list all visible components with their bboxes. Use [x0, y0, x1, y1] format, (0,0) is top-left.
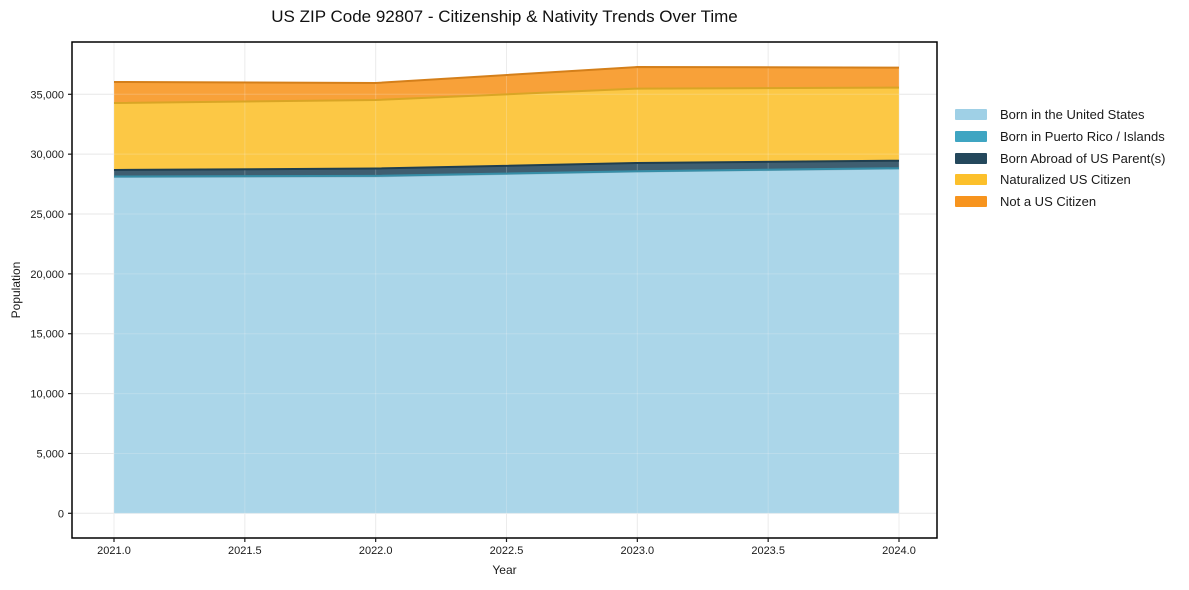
legend: Born in the United States Born in Puerto …	[955, 104, 1165, 212]
legend-label: Born in Puerto Rico / Islands	[1000, 129, 1165, 145]
y-tick-label: 5,000	[36, 448, 64, 460]
boundary-line-born-in-puerto-rico-islands	[113, 167, 900, 178]
boundary-line-not-a-us-citizen	[113, 65, 900, 85]
area-naturalized-us-citizen	[114, 87, 899, 170]
y-tick-label: 0	[58, 508, 64, 520]
chart-title: US ZIP Code 92807 - Citizenship & Nativi…	[271, 7, 738, 26]
legend-label: Born in the United States	[1000, 107, 1145, 123]
legend-item-born-in-the-united-states: Born in the United States	[955, 104, 1165, 126]
y-axis-label: Population	[9, 261, 23, 319]
legend-label: Not a US Citizen	[1000, 194, 1097, 210]
x-tick-label: 2022.0	[359, 545, 393, 557]
legend-swatch	[955, 196, 987, 208]
legend-item-naturalized-us-citizen: Naturalized US Citizen	[955, 169, 1165, 191]
y-tick-label: 15,000	[30, 329, 64, 341]
y-tick-label: 35,000	[30, 89, 64, 101]
legend-item-not-a-us-citizen: Not a US Citizen	[955, 191, 1165, 213]
x-tick-label: 2023.0	[621, 545, 655, 557]
area-born-in-the-united-states	[114, 168, 899, 514]
legend-label: Naturalized US Citizen	[1000, 172, 1131, 188]
legend-swatch	[955, 152, 987, 164]
legend-item-born-in-puerto-rico-islands: Born in Puerto Rico / Islands	[955, 126, 1165, 148]
area-born-abroad-of-us-parent-s	[114, 160, 899, 177]
y-tick-label: 20,000	[30, 269, 64, 281]
x-tick-label: 2021.5	[228, 545, 262, 557]
boundary-line-naturalized-us-citizen	[113, 86, 900, 104]
plot-border	[71, 41, 938, 539]
x-tick-label: 2024.0	[882, 545, 916, 557]
legend-swatch	[955, 131, 987, 143]
y-tick-label: 30,000	[30, 149, 64, 161]
x-tick-label: 2021.0	[97, 545, 131, 557]
legend-swatch	[955, 109, 987, 121]
x-tick-label: 2022.5	[490, 545, 524, 557]
legend-label: Born Abroad of US Parent(s)	[1000, 150, 1166, 166]
boundary-line-born-abroad-of-us-parent-s	[113, 159, 900, 171]
legend-swatch	[955, 174, 987, 186]
x-axis-label: Year	[492, 563, 517, 577]
legend-item-born-abroad-of-us-parent-s: Born Abroad of US Parent(s)	[955, 147, 1165, 169]
y-tick-label: 25,000	[30, 209, 64, 221]
x-tick-label: 2023.5	[751, 545, 785, 557]
area-not-a-us-citizen	[114, 67, 899, 103]
y-tick-label: 10,000	[30, 389, 64, 401]
